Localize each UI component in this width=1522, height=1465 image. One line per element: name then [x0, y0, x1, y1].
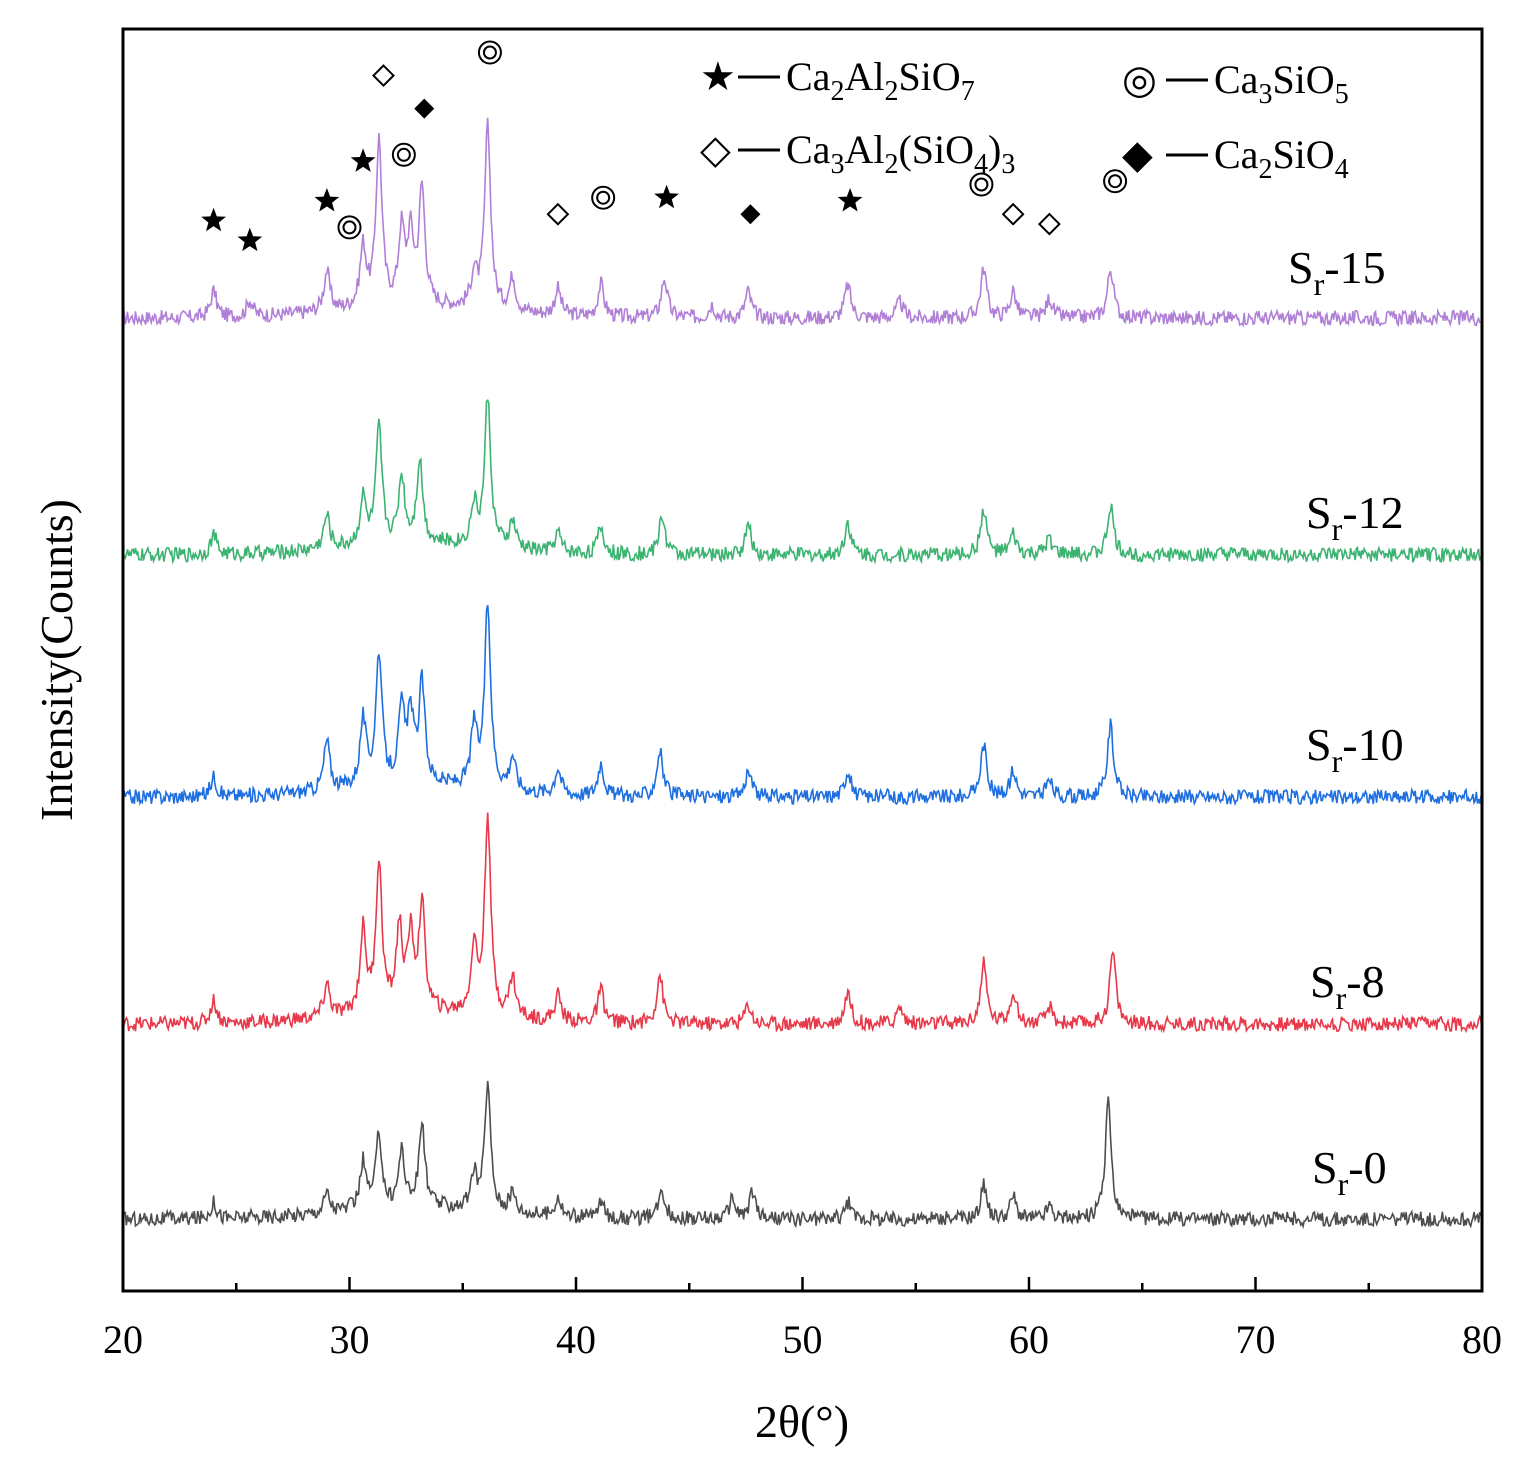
phase-marker-star-icon: [237, 227, 263, 252]
legend: ★ Ca2Al2SiO7 ◎ Ca3SiO5 ◇ Ca3Al2(SiO4)3 ◆…: [700, 54, 1349, 185]
phase-marker-open-diamond-icon: [372, 64, 395, 88]
series-label-sr-10: Sr-10: [1306, 719, 1404, 779]
x-axis-ticks: 20 30 40 50 60 70 80: [103, 1277, 1502, 1362]
series-label-sr-8: Sr-8: [1310, 956, 1385, 1016]
series-labels: Sr-15 Sr-12 Sr-10 Sr-8 Sr-0: [1288, 242, 1404, 1202]
phase-marker-open-diamond-icon: [1001, 202, 1025, 226]
legend-star-icon: ★: [700, 54, 736, 99]
phase-marker-star-icon: [350, 148, 376, 172]
phase-marker-double-circle-icon: [591, 185, 616, 210]
legend-label-ca3sio5: Ca3SiO5: [1214, 57, 1349, 110]
phase-marker-double-circle-icon: [391, 142, 416, 167]
phase-markers: [201, 40, 1128, 252]
legend-item-filled-diamond: ◆ Ca2SiO4: [1122, 132, 1349, 185]
series-line-sr-8: [122, 812, 1483, 1034]
series-label-sr-12: Sr-12: [1306, 487, 1404, 547]
series-group: [122, 117, 1483, 1230]
x-tick-label: 60: [1009, 1317, 1049, 1362]
legend-item-double-circle: ◎ Ca3SiO5: [1122, 57, 1349, 110]
legend-open-diamond-icon: ◇: [700, 127, 731, 172]
legend-filled-diamond-icon: ◆: [1122, 132, 1153, 177]
plot-frame: [121, 27, 1484, 1293]
series-line-sr-0: [122, 1080, 1483, 1230]
series-line-sr-15: [122, 117, 1483, 328]
x-axis-title: 2θ(°): [755, 1396, 849, 1447]
legend-item-star: ★ Ca2Al2SiO7: [700, 54, 975, 107]
x-tick-label: 30: [330, 1317, 370, 1362]
phase-marker-double-circle-icon: [969, 172, 994, 197]
y-axis-title: Intensity(Counts): [31, 499, 82, 821]
x-tick-label: 20: [103, 1317, 143, 1362]
x-tick-label: 80: [1462, 1317, 1502, 1362]
phase-marker-open-diamond-icon: [546, 202, 570, 226]
series-label-sr-0: Sr-0: [1312, 1142, 1387, 1202]
phase-marker-double-circle-icon: [1103, 169, 1128, 194]
legend-label-ca3al2sio43: Ca3Al2(SiO4)3: [786, 127, 1015, 180]
legend-double-circle-icon: ◎: [1122, 57, 1157, 102]
phase-marker-star-icon: [837, 188, 863, 212]
phase-marker-open-diamond-icon: [1037, 212, 1061, 236]
phase-marker-star-icon: [314, 188, 340, 212]
legend-item-open-diamond: ◇ Ca3Al2(SiO4)3: [700, 127, 1015, 180]
phase-marker-filled-diamond-icon: [740, 204, 761, 225]
series-line-sr-12: [122, 398, 1483, 565]
x-tick-label: 70: [1236, 1317, 1276, 1362]
legend-label-ca2al2sio7: Ca2Al2SiO7: [786, 54, 975, 107]
phase-marker-star-icon: [654, 184, 679, 209]
legend-label-ca2sio4: Ca2SiO4: [1214, 132, 1349, 185]
phase-marker-filled-diamond-icon: [414, 98, 435, 119]
series-label-sr-15: Sr-15: [1288, 242, 1386, 302]
phase-marker-star-icon: [201, 207, 226, 232]
series-line-sr-10: [122, 605, 1483, 807]
x-tick-label: 40: [556, 1317, 596, 1362]
x-tick-label: 50: [783, 1317, 823, 1362]
phase-marker-double-circle-icon: [477, 40, 502, 65]
phase-marker-double-circle-icon: [337, 215, 362, 240]
